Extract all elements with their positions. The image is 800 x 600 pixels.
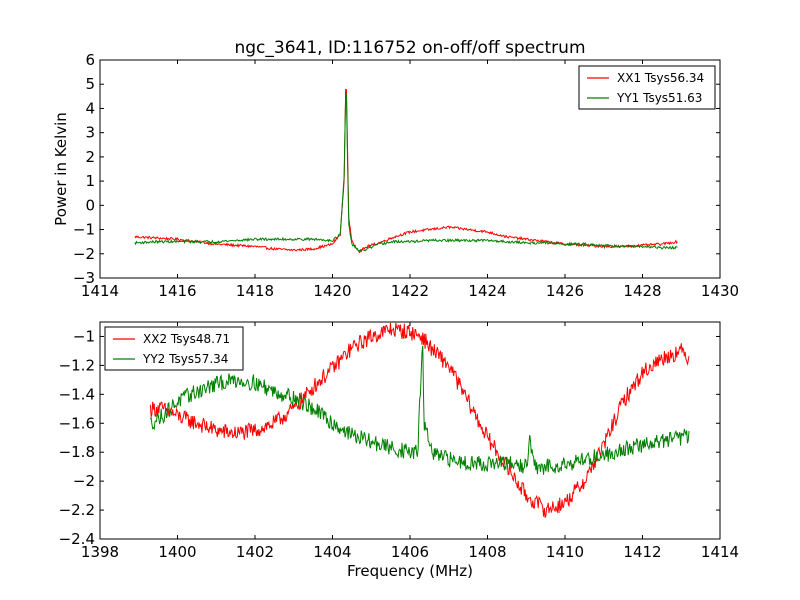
y-tick-label: −1.4 [59,385,95,403]
x-tick-label: 1428 [623,282,661,300]
legend-label: YY2 Tsys57.34 [142,352,228,366]
series-line-yy2 [149,345,690,475]
x-tick-label: 1414 [701,543,739,561]
x-tick-label: 1406 [391,543,429,561]
y-tick-label: 0 [85,196,95,214]
legend-label: YY1 Tsys51.63 [616,91,702,105]
legend: XX2 Tsys48.71 YY2 Tsys57.34 [104,326,244,371]
y-tick-label: −2 [73,472,95,490]
y-tick-label: −1 [73,327,95,345]
series-line-yy1 [134,91,678,252]
x-tick-label: 1430 [701,282,739,300]
x-tick-label: 1420 [313,282,351,300]
y-tick-label: 6 [85,51,95,69]
x-tick-label: 1426 [546,282,584,300]
y-tick-label: −1.6 [59,414,95,432]
legend: XX1 Tsys56.34 YY1 Tsys51.63 [578,65,716,110]
x-tick-label: 1408 [468,543,506,561]
x-tick-label: 1404 [313,543,351,561]
x-tick-label: 1402 [236,543,274,561]
y-tick-label: −1.8 [59,443,95,461]
y-tick-label: 4 [85,99,95,117]
x-tick-label: 1400 [158,543,196,561]
figure-title: ngc_3641, ID:116752 on-off/off spectrum [234,38,585,58]
legend-label: XX2 Tsys48.71 [143,332,230,346]
legend-box [578,65,716,110]
x-tick-label: 1398 [81,543,119,561]
y-tick-label: 3 [85,124,95,142]
x-tick-label: 1422 [391,282,429,300]
y-tick-label: −1 [73,221,95,239]
series-group [134,88,678,254]
x-tick-label: 1412 [623,543,661,561]
y-tick-label: −2.4 [59,530,95,548]
x-tick-label: 1424 [468,282,506,300]
y-tick-label: −2.2 [59,501,95,519]
y-tick-label: −2 [73,245,95,263]
y-tick-label: 5 [85,75,95,93]
legend-label: XX1 Tsys56.34 [617,71,704,85]
x-axis-label-bottom: Frequency (MHz) [347,562,473,580]
series-group [149,322,690,518]
bottom-panel: 1398 1400 1402 1404 1406 1408 1410 1412 1414 −2.4… [59,321,739,561]
x-tick-label: 1414 [81,282,119,300]
x-tick-label: 1416 [158,282,196,300]
y-tick-label: −1.2 [59,356,95,374]
x-tick-label: 1410 [546,543,584,561]
top-panel: 1414 1416 1418 1420 1422 1424 1426 1428 1430−3−2… [73,51,739,300]
y-tick-label: −3 [73,269,95,287]
x-tick-label: 1418 [236,282,274,300]
y-axis-label-top: Power in Kelvin [52,112,70,226]
y-tick-label: 2 [85,148,95,166]
y-tick-label: 1 [85,172,95,190]
legend-box [104,326,244,371]
series-line-xx2 [149,322,690,518]
